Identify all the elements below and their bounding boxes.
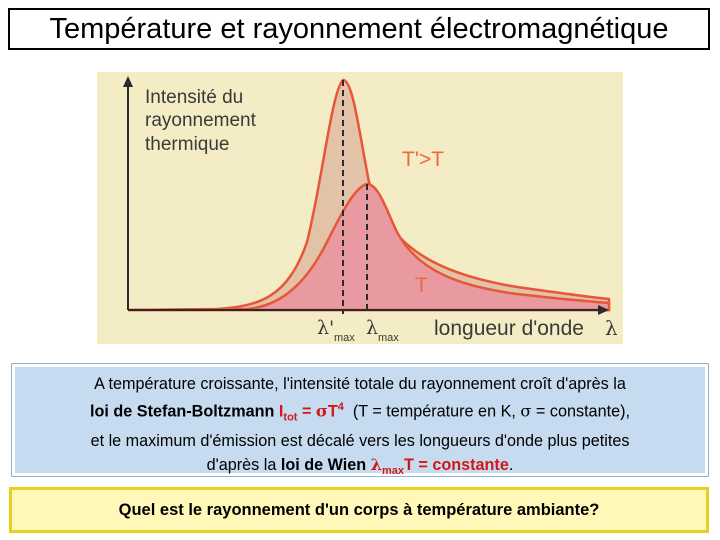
explanation-line-3: et le maximum d'émission est décalé vers…	[27, 430, 693, 453]
lambda-max-cool-symbol: λ	[366, 317, 378, 339]
x-axis-arrow	[598, 305, 609, 315]
lambda-max-cool-sub: max	[378, 332, 399, 344]
explanation-text-4: d'après la	[206, 455, 281, 474]
explanation-line-2: loi de Stefan-Boltzmann Itot = σT4 (T = …	[27, 396, 693, 430]
wien-max-sub: max	[382, 464, 405, 477]
formula-tot-sub: tot	[283, 411, 298, 424]
explanation-text-3: et le maximum d'émission est décalé vers…	[90, 431, 630, 450]
planck-curves-svg: Intensité du rayonnement thermique T'>T …	[97, 72, 623, 344]
sigma-symbol: σ	[520, 401, 532, 421]
explanation-box: A température croissante, l'intensité to…	[11, 363, 709, 477]
formula-exp: 4	[337, 401, 344, 413]
cool-curve-label: T	[415, 274, 428, 297]
planck-curves-figure: Intensité du rayonnement thermique T'>T …	[97, 72, 623, 344]
formula-eq: =	[297, 402, 316, 421]
wien-formula: T = constante	[404, 455, 509, 474]
cool-curve-fill	[127, 182, 611, 312]
y-axis-arrow	[123, 76, 133, 87]
explanation-text-1: A température croissante, l'intensité to…	[94, 375, 626, 393]
formula-I: I	[278, 402, 284, 421]
lambda-max-hot-symbol: λ'	[317, 317, 334, 339]
xlabel-lambda-symbol: λ	[605, 316, 618, 340]
hot-curve-label: T'>T	[402, 148, 444, 171]
slide-title-text: Température et rayonnement électromagnét…	[49, 12, 669, 45]
wien-law: loi de Wien	[280, 455, 367, 474]
ylabel-line-3: thermique	[145, 134, 230, 155]
ylabel-line-2: rayonnement	[145, 110, 257, 131]
formula-sigma: σ	[315, 401, 328, 421]
wien-lambda: λ	[370, 454, 382, 474]
ylabel-line-1: Intensité du	[145, 87, 243, 108]
lambda-max-hot-sub: max	[334, 332, 355, 344]
explanation-text-2-end: = constante),	[531, 402, 630, 421]
explanation-line-1: A température croissante, l'intensité to…	[27, 373, 693, 396]
xlabel: longueur d'onde	[434, 317, 584, 340]
question-text: Quel est le rayonnement d'un corps à tem…	[118, 500, 600, 519]
stefan-boltzmann-law: loi de Stefan-Boltzmann	[90, 402, 275, 421]
explanation-text-2: (T = température en K,	[343, 402, 521, 421]
question-box: Quel est le rayonnement d'un corps à tem…	[9, 487, 709, 533]
slide-title: Température et rayonnement électromagnét…	[8, 8, 710, 50]
formula-T: T	[327, 402, 338, 421]
explanation-line-4: d'après la loi de Wien λmaxT = constante…	[27, 453, 693, 483]
explanation-text-4-end: .	[508, 455, 514, 474]
